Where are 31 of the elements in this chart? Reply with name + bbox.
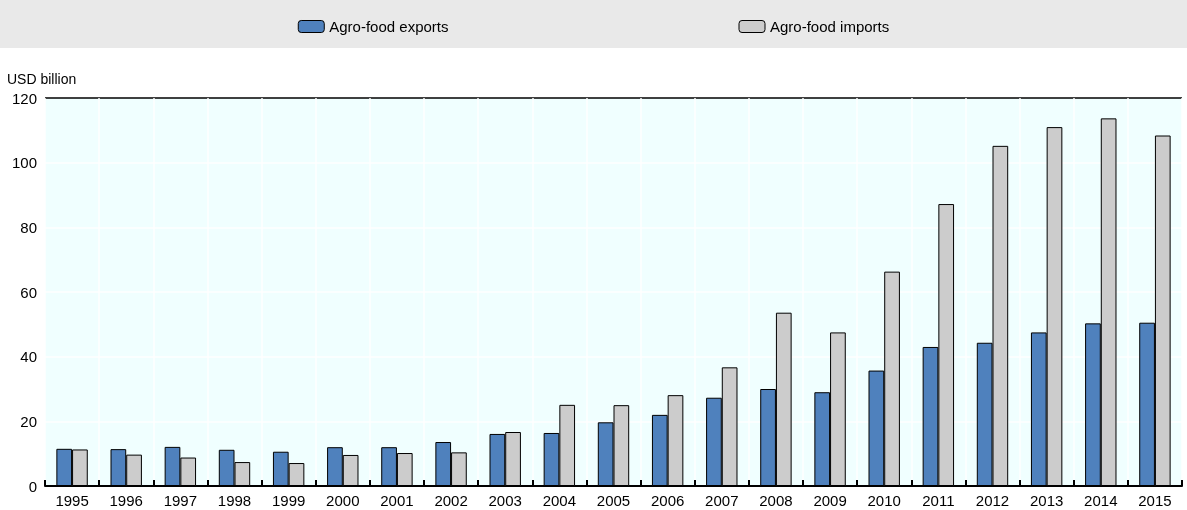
- x-tick-label: 2004: [542, 492, 577, 509]
- y-tick-label: 40: [20, 348, 37, 366]
- x-tick-label: 2007: [705, 492, 739, 509]
- x-tick-label: 1996: [109, 492, 143, 509]
- x-tick-label: 2005: [596, 492, 631, 509]
- y-tick-label: 0: [28, 477, 37, 495]
- x-tick-label: 2003: [488, 492, 522, 509]
- x-tick-label: 2011: [922, 492, 955, 509]
- y-tick-label: 120: [11, 89, 37, 107]
- x-tick-label: 2012: [975, 492, 1010, 509]
- legend-label: Agro-food imports: [770, 18, 890, 35]
- x-tick-label: 2001: [380, 492, 414, 509]
- y-tick-label: 20: [20, 412, 37, 430]
- x-tick-label: 2000: [326, 492, 360, 509]
- x-tick-label: 2015: [1138, 492, 1172, 509]
- x-tick-label: 2002: [434, 492, 468, 509]
- x-tick-label: 2006: [650, 492, 685, 509]
- y-tick-label: 100: [11, 154, 37, 172]
- x-tick-label: 2010: [867, 492, 901, 509]
- x-tick-label: 2009: [813, 492, 847, 509]
- x-tick-label: 2014: [1084, 492, 1118, 509]
- y-tick-label: 80: [20, 218, 37, 236]
- y-axis-title: USD billion: [7, 71, 77, 87]
- x-tick-label: 2008: [759, 492, 793, 509]
- x-tick-label: 2013: [1029, 492, 1064, 509]
- x-tick-label: 1998: [217, 492, 252, 509]
- x-tick-label: 1995: [55, 492, 89, 509]
- x-tick-label: 1999: [271, 492, 306, 509]
- legend-label: Agro-food exports: [329, 18, 449, 35]
- y-tick-label: 60: [20, 283, 37, 301]
- x-tick-label: 1997: [163, 492, 198, 509]
